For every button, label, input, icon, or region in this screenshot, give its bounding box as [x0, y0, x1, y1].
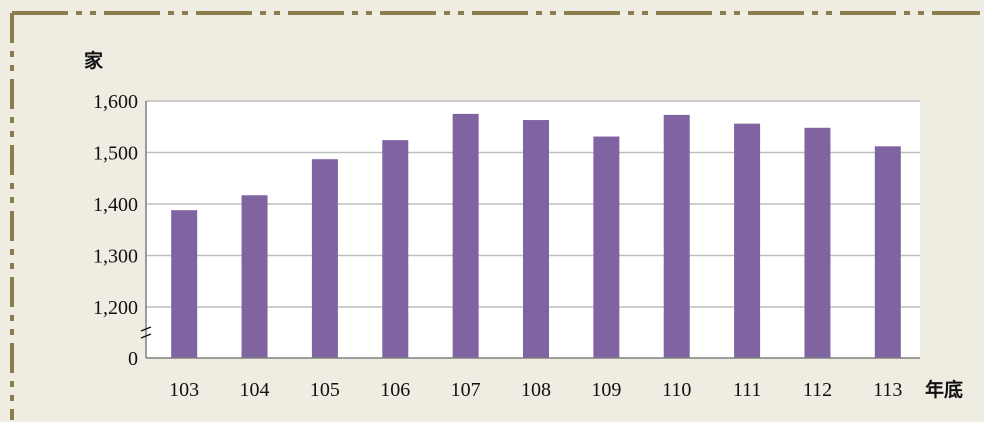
dashed-border: [10, 11, 980, 420]
y-tick-label: 1,500: [93, 143, 138, 165]
bar-105: [311, 159, 338, 358]
bar-111: [734, 123, 761, 358]
x-tick-label: 106: [380, 379, 410, 401]
bar-107: [452, 113, 479, 358]
bar-103: [171, 210, 198, 358]
x-tick-label: 112: [803, 379, 832, 401]
bar-112: [804, 127, 831, 358]
bar-110: [663, 114, 690, 358]
y-tick-label: 0: [128, 348, 138, 370]
x-tick-label: 105: [310, 379, 340, 401]
x-tick-label: 104: [240, 379, 270, 401]
y-tick-label: 1,200: [93, 297, 138, 319]
y-tick-label: 1,300: [93, 246, 138, 268]
x-tick-label: 110: [662, 379, 691, 401]
x-tick-label: 111: [733, 379, 762, 401]
x-tick-label: 107: [451, 379, 481, 401]
x-axis-unit-label: 年底: [925, 378, 963, 401]
bar-108: [523, 120, 549, 359]
axis-break-icon: [140, 326, 152, 339]
y-axis-unit-label: 家: [84, 49, 104, 72]
bar-104: [241, 195, 268, 358]
y-tick-label: 1,400: [93, 194, 138, 216]
bars: [171, 113, 901, 359]
x-tick-label: 103: [169, 379, 199, 401]
bar-109: [593, 136, 620, 358]
bar-113: [874, 146, 901, 358]
x-tick-label: 113: [873, 379, 902, 401]
x-tick-label: 109: [591, 379, 621, 401]
y-tick-label: 1,600: [93, 91, 138, 113]
bar-106: [382, 140, 409, 358]
y-tick-labels: 0 1,200 1,300 1,400 1,500 1,600: [93, 91, 138, 370]
x-tick-labels: 103 104 105 106 107 108 109 110 111 112 113: [169, 379, 902, 401]
x-tick-label: 108: [521, 379, 551, 401]
